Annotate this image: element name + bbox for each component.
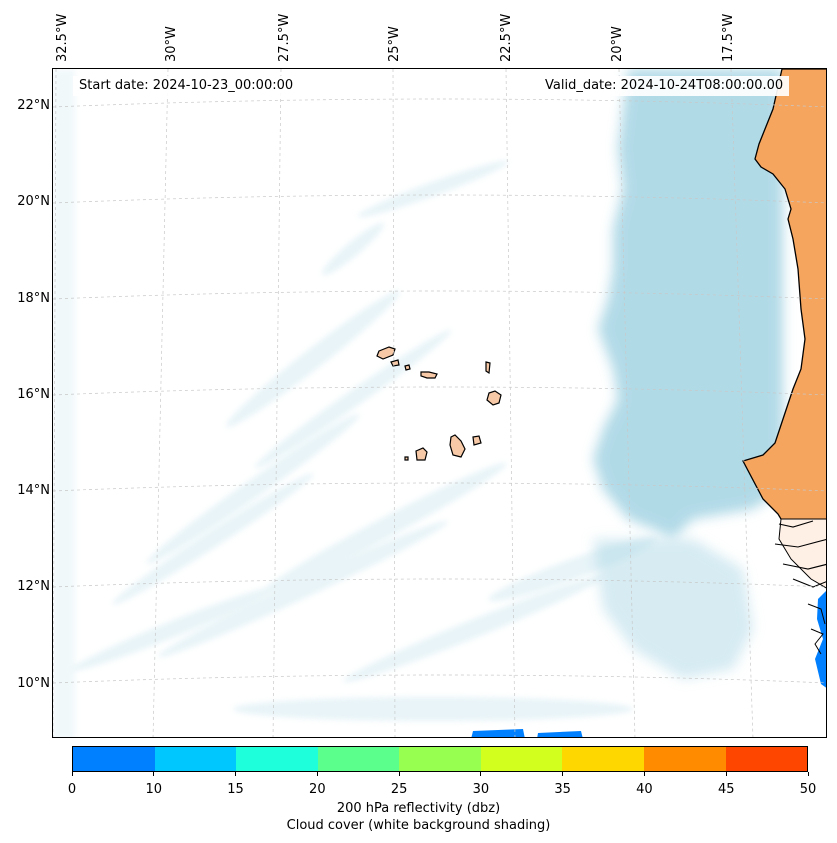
colorbar-tick-label: 0 [67,782,77,797]
lat-label-14n: 14°N [17,483,50,498]
colorbar-tick [153,772,155,776]
colorbar-tick [562,772,564,776]
colorbar-segment [154,747,237,771]
colorbar-tick-label: 25 [390,782,408,797]
colorbar-tick [398,772,400,776]
lat-label-18n: 18°N [17,291,50,306]
colorbar-segment [562,747,644,771]
colorbar-segment [236,747,318,771]
cape-verde-islands [376,346,502,461]
cloud-mass [593,69,783,539]
colorbar-tick-label: 45 [717,782,735,797]
lon-label-17-5w: 17.5°W [721,13,736,62]
colorbar-segment [480,747,563,771]
colorbar-label: 200 hPa reflectivity (dbz) [336,801,501,816]
lon-label-25w: 25°W [387,26,402,62]
colorbar-tick [480,772,482,776]
lat-label-16n: 16°N [17,387,50,402]
colorbar-sublabel: Cloud cover (white background shading) [286,818,551,833]
colorbar-tick [725,772,727,776]
colorbar-segment [73,747,155,771]
start-date-label: Start date: 2024-10-23_00:00:00 [73,76,300,96]
colorbar [72,746,808,772]
map-panel[interactable] [52,68,827,738]
colorbar-tick-label: 20 [309,782,326,797]
colorbar-segment [399,747,481,771]
colorbar-tick [316,772,318,776]
graticule [53,69,826,737]
colorbar-tick [807,772,809,776]
colorbar-tick [235,772,237,776]
colorbar-segment [317,747,400,771]
colorbar-tick-label: 40 [636,782,653,797]
map-canvas [53,69,826,737]
lat-label-22n: 22°N [17,98,50,113]
colorbar-tick-label: 50 [799,782,817,797]
colorbar-tick-label: 35 [554,782,571,797]
lat-label-20n: 20°N [17,194,50,209]
lon-label-30w: 30°W [164,26,179,62]
colorbar-tick-label: 30 [472,782,490,797]
lon-label-32-5w: 32.5°W [55,13,70,62]
colorbar-tick-label: 10 [145,782,163,797]
lon-label-20w: 20°W [610,26,625,62]
colorbar-segment [725,747,808,771]
colorbar-tick [643,772,645,776]
reflectivity-patch-east [815,591,826,688]
lon-label-22-5w: 22.5°W [499,13,514,62]
lat-label-12n: 12°N [17,579,50,594]
cloud-streaks [53,69,658,737]
valid-date-label: Valid_date: 2024-10-24T08:00:00.00 [539,76,790,96]
reflectivity-patch-south [471,729,583,737]
colorbar-segment [643,747,726,771]
colorbar-tick [71,772,73,776]
colorbar-tick-label: 15 [227,782,244,797]
lon-label-27-5w: 27.5°W [277,13,292,62]
lat-label-10n: 10°N [17,676,50,691]
